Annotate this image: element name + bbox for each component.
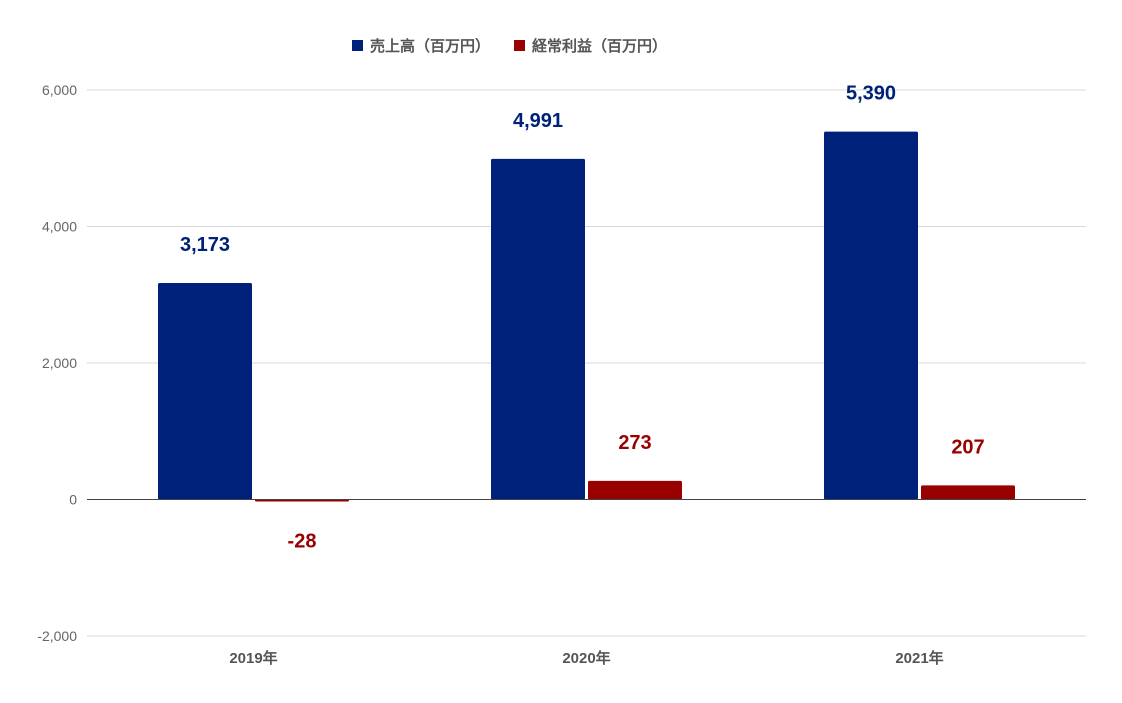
x-tick-label: 2019年	[229, 649, 277, 667]
y-axis: 6,000 4,000 2,000 0 -2,000	[37, 82, 77, 644]
data-label: 207	[951, 436, 984, 458]
data-label: -28	[288, 531, 317, 553]
x-tick-label: 2021年	[895, 649, 943, 667]
gridlines	[87, 89, 1086, 637]
x-axis: 2019年 2020年 2021年	[229, 649, 943, 667]
data-labels: 3,173 -28 4,991 273 5,390 207	[180, 83, 985, 553]
legend-swatch-ordinary-profit	[514, 40, 525, 51]
y-tick-label: 2,000	[42, 355, 77, 371]
bar	[158, 282, 252, 500]
bar	[491, 158, 585, 500]
legend-label-sales: 売上高（百万円）	[370, 37, 490, 55]
data-label: 4,991	[513, 110, 563, 132]
data-label: 3,173	[180, 234, 230, 256]
bar	[588, 480, 682, 500]
bar	[921, 485, 1015, 500]
y-tick-label: 0	[69, 492, 77, 508]
y-tick-label: 4,000	[42, 219, 77, 235]
data-label: 5,390	[846, 83, 896, 105]
bar	[824, 131, 918, 500]
data-label: 273	[618, 432, 651, 454]
x-tick-label: 2020年	[562, 649, 610, 667]
y-tick-label: 6,000	[42, 82, 77, 98]
legend-swatch-sales	[352, 40, 363, 51]
y-tick-label: -2,000	[37, 628, 77, 644]
legend-label-ordinary-profit: 経常利益（百万円）	[532, 37, 667, 55]
legend: 売上高（百万円） 経常利益（百万円）	[352, 37, 667, 55]
bars	[158, 131, 1015, 502]
